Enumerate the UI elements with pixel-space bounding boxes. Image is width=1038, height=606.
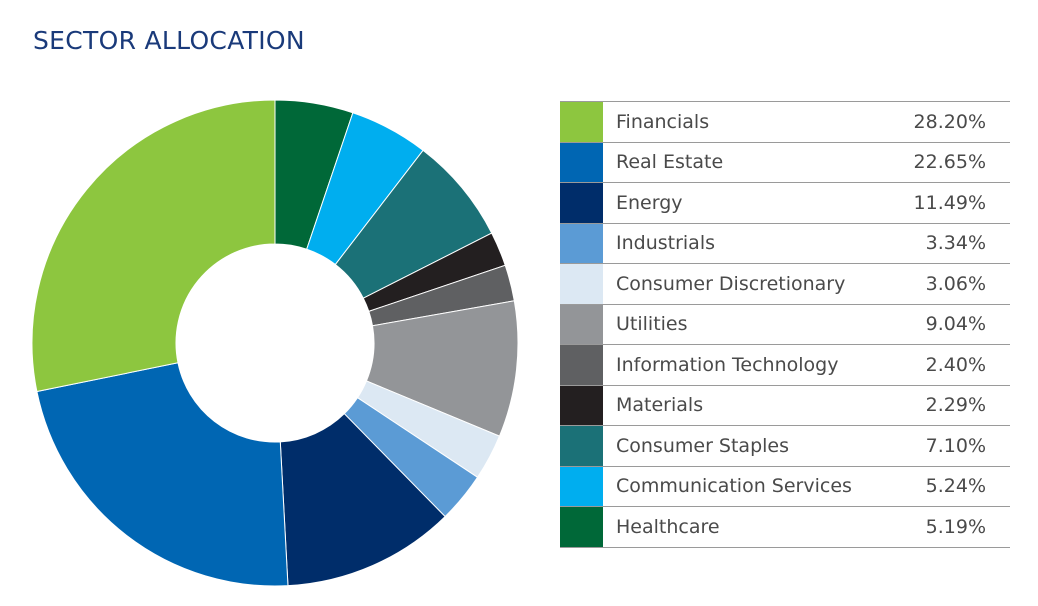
legend-value: 7.10% — [925, 434, 986, 457]
chart-title: SECTOR ALLOCATION — [33, 26, 305, 55]
legend-row-consumer-discretionary: Consumer Discretionary 3.06% — [560, 264, 1010, 305]
legend-value: 22.65% — [913, 151, 986, 174]
legend-row-utilities: Utilities 9.04% — [560, 304, 1010, 345]
legend-value: 2.40% — [925, 353, 986, 376]
legend-swatch-utilities — [560, 304, 603, 344]
legend-value: 3.06% — [925, 272, 986, 295]
legend-value: 11.49% — [913, 191, 986, 214]
legend-row-information-technology: Information Technology 2.40% — [560, 345, 1010, 386]
legend-swatch-materials — [560, 385, 603, 425]
slice-energy — [279, 412, 446, 587]
legend-value: 28.20% — [913, 110, 986, 133]
legend-value: 5.19% — [925, 515, 986, 538]
legend-label: Financials — [616, 110, 710, 133]
legend-label: Real Estate — [616, 151, 724, 174]
legend-table: Financials 28.20% Real Estate 22.65% Energy 1… — [560, 101, 1010, 548]
legend-value: 2.29% — [925, 394, 986, 417]
legend-label: Energy — [616, 191, 683, 214]
legend-swatch-industrials — [560, 223, 603, 263]
legend-label: Consumer Staples — [616, 434, 790, 457]
legend-row-healthcare: Healthcare 5.19% — [560, 507, 1010, 548]
legend-swatch-consumer-discretionary — [560, 264, 603, 304]
legend-swatch-real-estate — [560, 142, 603, 182]
legend-row-financials: Financials 28.20% — [560, 102, 1010, 143]
legend-row-materials: Materials 2.29% — [560, 385, 1010, 426]
legend-swatch-energy — [560, 183, 603, 223]
legend-label: Consumer Discretionary — [616, 272, 846, 295]
legend-swatch-information-technology — [560, 345, 603, 385]
legend-value: 9.04% — [925, 313, 986, 336]
legend-swatch-healthcare — [560, 507, 603, 547]
legend-label: Industrials — [616, 232, 716, 255]
legend-swatch-financials — [560, 102, 603, 142]
slice-real-estate — [36, 362, 289, 587]
legend-label: Information Technology — [616, 353, 839, 376]
legend-swatch-communication-services — [560, 466, 603, 506]
legend-row-consumer-staples: Consumer Staples 7.10% — [560, 426, 1010, 467]
legend-label: Utilities — [616, 313, 688, 336]
legend-swatch-consumer-staples — [560, 426, 603, 466]
legend-label: Materials — [616, 394, 704, 417]
legend-row-industrials: Industrials 3.34% — [560, 223, 1010, 264]
legend-label: Communication Services — [616, 475, 852, 498]
legend-row-real-estate: Real Estate 22.65% — [560, 142, 1010, 183]
legend-label: Healthcare — [616, 515, 720, 538]
slice-financials — [31, 99, 276, 393]
legend-value: 3.34% — [925, 232, 986, 255]
donut-chart — [31, 99, 519, 587]
legend-row-energy: Energy 11.49% — [560, 183, 1010, 224]
legend-value: 5.24% — [925, 475, 986, 498]
legend-row-communication-services: Communication Services 5.24% — [560, 466, 1010, 507]
